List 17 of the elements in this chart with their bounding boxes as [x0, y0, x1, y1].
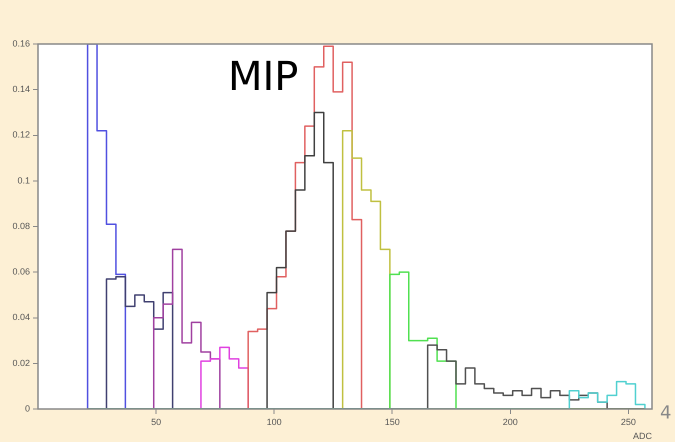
- x-axis-title: ADC: [632, 431, 652, 442]
- y-tick-label: 0.06: [12, 266, 30, 277]
- y-tick-label: 0: [24, 403, 30, 414]
- x-tick-label: 50: [151, 416, 162, 427]
- y-tick-label: 0.1: [17, 175, 30, 186]
- text: 4: [660, 402, 672, 424]
- x-tick-label: 150: [384, 416, 400, 427]
- y-tick-label: 0.02: [12, 358, 30, 368]
- x-tick-label: 100: [266, 416, 282, 427]
- y-tick-label: 0.08: [12, 220, 30, 231]
- y-tick-label: 0.12: [12, 130, 30, 140]
- y-tick-label: 0.04: [12, 312, 30, 322]
- x-tick-label: 200: [502, 416, 518, 427]
- y-tick-label: 0.16: [12, 38, 30, 48]
- x-tick-label: 250: [620, 416, 636, 427]
- annotation: MIP: [228, 54, 298, 100]
- y-tick-label: 0.14: [12, 84, 30, 94]
